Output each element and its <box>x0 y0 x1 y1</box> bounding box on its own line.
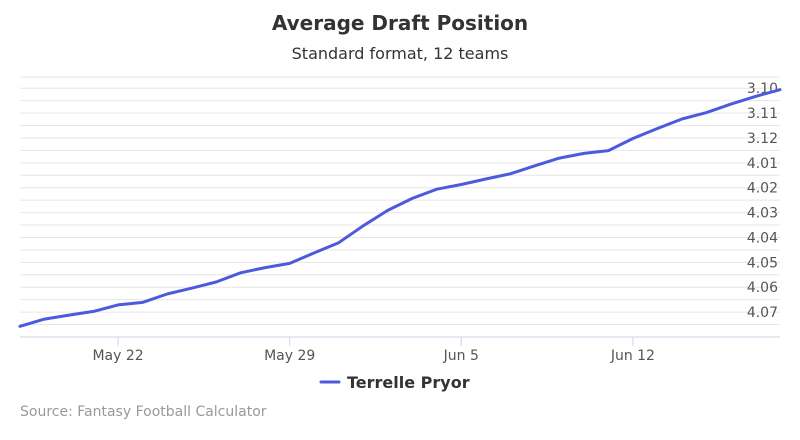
y-tick-label: 3.12 <box>747 131 778 147</box>
x-tick-label: May 22 <box>92 348 143 364</box>
legend-label[interactable]: Terrelle Pryor <box>347 373 470 392</box>
chart-subtitle: Standard format, 12 teams <box>292 44 509 63</box>
legend[interactable]: Terrelle Pryor <box>319 373 470 392</box>
chart-title: Average Draft Position <box>272 11 528 35</box>
x-tick-label: Jun 5 <box>443 348 479 364</box>
y-tick-label: 4.05 <box>747 255 778 271</box>
y-tick-label: 4.03 <box>747 206 778 222</box>
x-tick-label: Jun 12 <box>610 348 655 364</box>
series-layer <box>18 88 782 328</box>
y-tick-label: 4.02 <box>747 181 778 197</box>
y-tick-label: 3.11 <box>747 106 778 122</box>
credits-source[interactable]: Source: Fantasy Football Calculator <box>20 404 267 420</box>
y-tick-label: 4.04 <box>747 230 778 246</box>
y-tick-label: 4.07 <box>747 305 778 321</box>
y-tick-label: 4.06 <box>747 280 778 296</box>
grid-lines <box>20 76 780 326</box>
x-axis: May 22 May 29 Jun 5 Jun 12 <box>20 336 780 364</box>
y-tick-label: 4.01 <box>747 156 778 172</box>
x-tick-label: May 29 <box>264 348 315 364</box>
y-axis: 3.103.113.124.014.024.034.044.054.064.07 <box>747 81 778 321</box>
series-line[interactable] <box>18 88 782 328</box>
